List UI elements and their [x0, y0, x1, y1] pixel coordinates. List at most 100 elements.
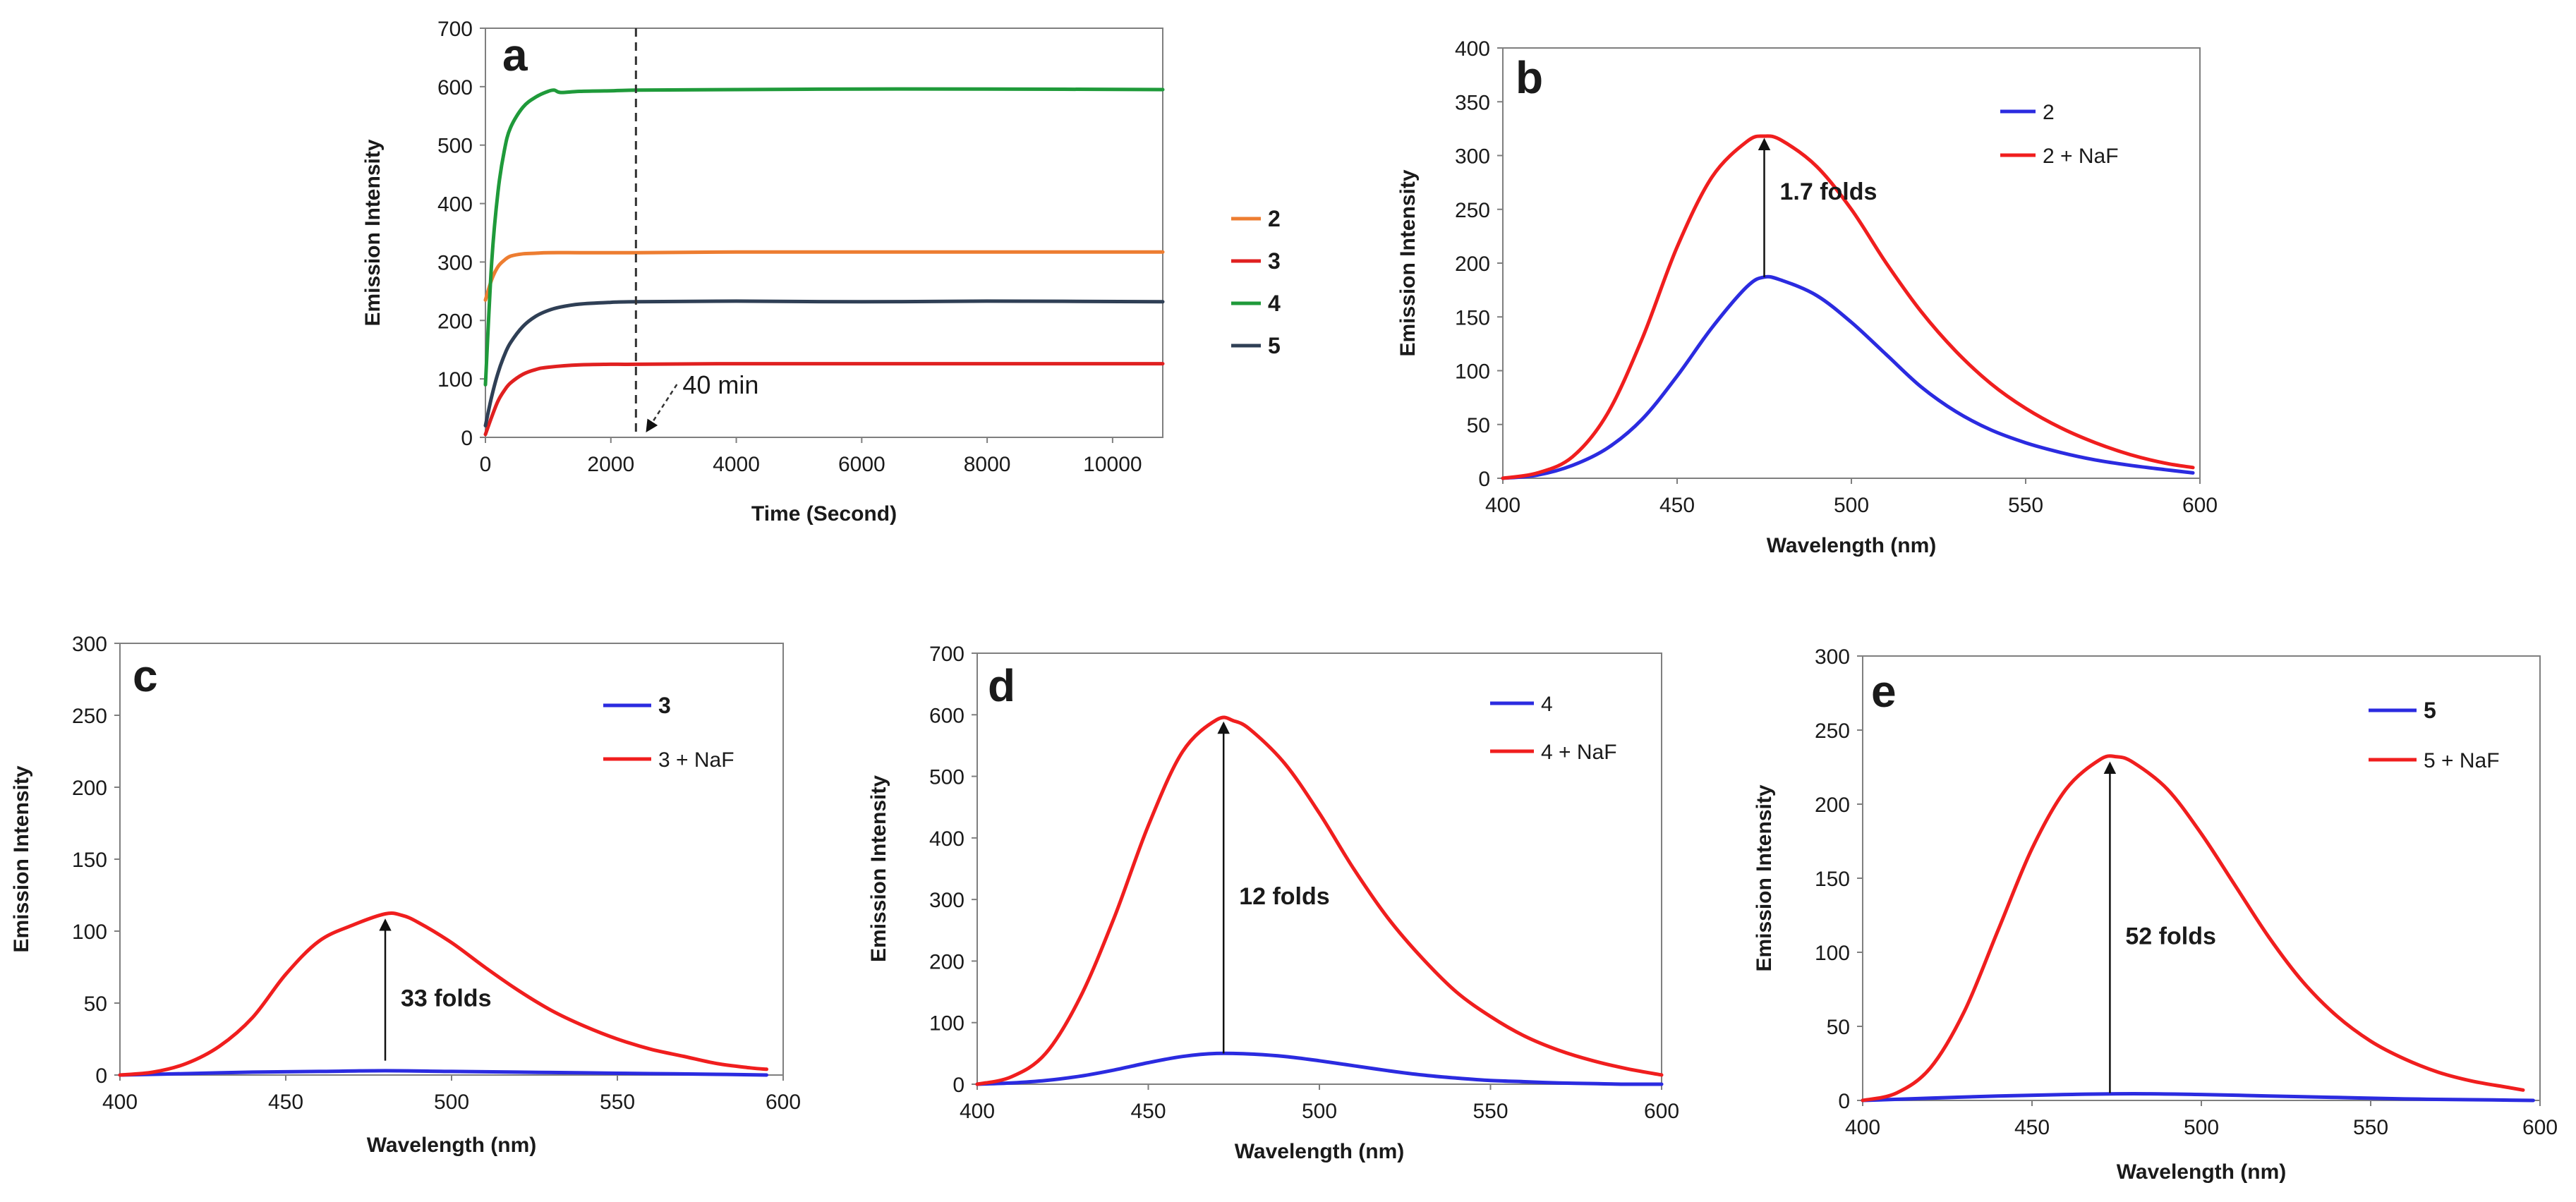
legend-label: 2 + NaF	[2043, 145, 2119, 168]
y-tick-label: 150	[1455, 306, 1490, 329]
x-axis-title: Wavelength (nm)	[1235, 1140, 1405, 1163]
fold-annotation: 52 folds	[2125, 923, 2215, 949]
y-tick-label: 50	[1467, 414, 1490, 437]
y-tick-label: 400	[437, 193, 473, 217]
vline-pointer	[646, 384, 678, 432]
legend-label: 4	[1268, 291, 1281, 316]
y-tick-label: 50	[84, 992, 107, 1016]
y-tick-label: 300	[437, 251, 473, 274]
legend-label: 3 + NaF	[658, 748, 734, 772]
y-tick-label: 100	[72, 921, 107, 944]
y-tick-label: 0	[95, 1064, 107, 1088]
panel-label: a	[502, 30, 528, 80]
x-tick-label: 10000	[1083, 453, 1142, 476]
x-tick-label: 550	[2353, 1116, 2388, 1139]
x-tick-label: 0	[480, 453, 492, 476]
series-line-3-naf	[118, 911, 768, 1077]
y-tick-label: 50	[1827, 1016, 1850, 1039]
x-tick-label: 450	[2014, 1116, 2050, 1139]
y-tick-label: 700	[929, 643, 965, 666]
chart-panel-d: 0 100 200 300 400 500 600 700 400 450 500 550 600 Wav…	[867, 643, 1679, 1163]
series-line-4-naf	[975, 715, 1664, 1086]
series-line-5-naf	[1861, 754, 2525, 1103]
y-tick-label: 300	[1815, 645, 1850, 669]
x-tick-label: 400	[1845, 1116, 1880, 1139]
legend-label: 5	[1268, 333, 1281, 358]
series-line-5	[483, 299, 1165, 427]
x-axis-title: Time (Second)	[751, 502, 897, 526]
vline-label: 40 min	[682, 370, 758, 399]
x-tick-label: 500	[1834, 494, 1869, 517]
series-line-4	[483, 87, 1165, 387]
y-tick-label: 500	[437, 135, 473, 158]
y-axis-title: Emission Intensity	[361, 139, 385, 326]
plot-frame-e	[1862, 655, 2541, 1101]
y-tick-label: 300	[929, 889, 965, 912]
series-line-2-naf	[1501, 134, 2195, 480]
fold-annotation: 1.7 folds	[1780, 178, 1877, 205]
y-tick-label: 0	[1838, 1090, 1850, 1113]
y-tick-label: 600	[437, 76, 473, 99]
y-tick-label: 250	[72, 705, 107, 728]
fold-annotation: 33 folds	[401, 985, 491, 1012]
chart-panel-c: 0 50 100 150 200 250 300 400 450 500 550 600 Wavelen…	[10, 633, 801, 1157]
series-line-2	[1501, 274, 2195, 480]
x-tick-label: 8000	[964, 453, 1011, 476]
y-tick-label: 500	[929, 766, 965, 789]
x-tick-label: 400	[102, 1091, 138, 1114]
chart-panel-a: 0 100 200 300 400 500 600 700 0 2000 4000 6000 8000 1…	[361, 18, 1281, 526]
panel-label: d	[988, 660, 1015, 711]
y-tick-label: 150	[1815, 868, 1850, 891]
plot-frame-d	[976, 652, 1662, 1085]
series-line-4	[975, 1051, 1664, 1086]
x-tick-label: 500	[1302, 1100, 1337, 1123]
legend-label: 5 + NaF	[2424, 749, 2500, 772]
legend-label: 2	[1268, 206, 1281, 231]
y-tick-label: 250	[1815, 720, 1850, 743]
y-tick-label: 300	[72, 633, 107, 656]
y-tick-label: 600	[929, 704, 965, 727]
x-tick-label: 600	[2522, 1116, 2558, 1139]
y-tick-label: 350	[1455, 91, 1490, 114]
x-tick-label: 550	[600, 1091, 635, 1114]
chart-panel-e: 0 50 100 150 200 250 300 400 450 500 550 600 Wavelen…	[1753, 645, 2558, 1184]
y-tick-label: 200	[1815, 794, 1850, 817]
x-tick-label: 500	[434, 1091, 469, 1114]
x-tick-label: 600	[766, 1091, 801, 1114]
x-tick-label: 450	[268, 1091, 303, 1114]
x-tick-label: 4000	[713, 453, 760, 476]
y-tick-label: 200	[929, 950, 965, 973]
y-tick-label: 0	[1478, 468, 1490, 491]
x-axis-title: Wavelength (nm)	[1767, 534, 1937, 557]
y-tick-label: 100	[1455, 360, 1490, 384]
x-tick-label: 450	[1659, 494, 1695, 517]
y-tick-label: 400	[1455, 37, 1490, 61]
y-tick-label: 0	[461, 427, 473, 450]
chart-panel-b: 0 50 100 150 200 250 300 350 400 400 450 500 550 600 W…	[1396, 37, 2218, 557]
y-tick-label: 200	[72, 777, 107, 800]
y-tick-label: 150	[72, 849, 107, 872]
y-tick-label: 0	[953, 1074, 965, 1097]
legend-label: 2	[2043, 101, 2055, 124]
y-tick-label: 200	[1455, 253, 1490, 276]
x-tick-label: 400	[960, 1100, 995, 1123]
y-tick-label: 100	[929, 1012, 965, 1036]
x-axis-title: Wavelength (nm)	[367, 1134, 537, 1157]
series-line-3	[483, 362, 1165, 437]
x-tick-label: 600	[1644, 1100, 1679, 1123]
legend-label: 3	[658, 693, 671, 718]
x-tick-label: 550	[2008, 494, 2043, 517]
y-tick-label: 100	[437, 368, 473, 391]
x-tick-label: 600	[2182, 494, 2218, 517]
x-tick-label: 450	[1130, 1100, 1166, 1123]
y-tick-label: 300	[1455, 145, 1490, 169]
x-tick-label: 550	[1473, 1100, 1508, 1123]
series-line-2	[483, 250, 1165, 302]
legend-label: 4	[1541, 693, 1553, 716]
x-tick-label: 6000	[838, 453, 885, 476]
legend-label: 5	[2424, 698, 2436, 723]
legend-label: 4 + NaF	[1541, 741, 1617, 764]
y-tick-label: 250	[1455, 199, 1490, 222]
series-line-5	[1861, 1092, 2535, 1103]
